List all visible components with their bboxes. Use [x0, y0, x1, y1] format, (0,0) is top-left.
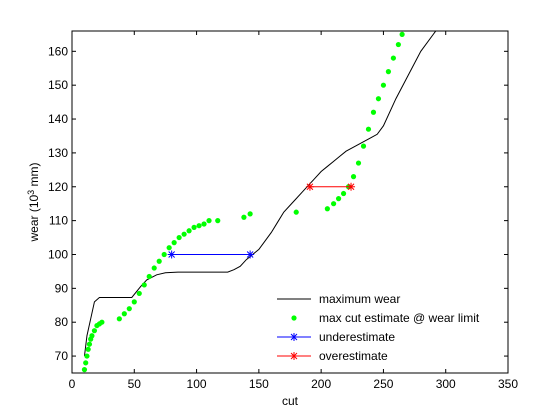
series-max-cut-estimate-point — [355, 160, 362, 166]
y-tick-label: 80 — [55, 315, 69, 329]
series-max-cut-estimate-point — [171, 240, 177, 246]
series-max-cut-estimate-point — [385, 69, 392, 75]
series-max-cut-estimate-point — [176, 234, 182, 241]
series-max-cut-estimate-point — [131, 299, 137, 305]
y-axis-label-main: wear (10 — [27, 195, 41, 243]
series-max-cut-estimate-point — [360, 143, 367, 149]
series-max-cut-estimate-point — [380, 82, 387, 88]
series-max-cut-estimate-point — [340, 190, 347, 197]
x-axis-ticks: 0 50 100 150 200 250 300 350 — [69, 31, 518, 391]
y-axis-ticks: 70 80 90 100 110 120 130 140 150 160 — [48, 44, 508, 363]
legend-entry-maximum-wear: maximum wear — [277, 292, 400, 306]
series-max-cut-estimate-point — [196, 223, 202, 229]
x-tick-label: 250 — [373, 377, 393, 391]
series-max-cut-estimate-point — [186, 228, 192, 234]
x-tick-label: 350 — [498, 377, 518, 391]
legend-entry-estimate: max cut estimate @ wear limit — [291, 311, 480, 325]
series-max-cut-estimate-point — [395, 41, 401, 48]
y-tick-label: 140 — [48, 112, 68, 126]
y-tick-label: 160 — [48, 44, 68, 58]
legend-swatch-overestimate-star — [290, 352, 298, 360]
legend: maximum wear max cut estimate @ wear lim… — [271, 283, 504, 363]
x-tick-label: 100 — [187, 377, 207, 391]
y-tick-label: 130 — [48, 146, 68, 160]
series-max-cut-estimate-point — [136, 290, 142, 297]
y-tick-label: 90 — [55, 281, 69, 295]
legend-box — [271, 283, 504, 359]
x-tick-label: 150 — [249, 377, 269, 391]
series-max-cut-estimate-point — [331, 201, 337, 207]
series-max-cut-estimate-point — [365, 126, 372, 132]
series-max-cut-estimate-point — [126, 306, 132, 312]
y-axis-label: wear (103 mm) — [26, 162, 41, 242]
series-overestimate-marker — [347, 182, 356, 191]
y-tick-label: 70 — [55, 349, 69, 363]
legend-star-overestimate — [290, 352, 298, 360]
legend-label-estimate: max cut estimate @ wear limit — [319, 311, 480, 325]
y-axis-label-superscript: 3 — [26, 190, 36, 195]
series-max-cut-estimate-point — [370, 109, 377, 115]
series-max-cut-estimate-point — [156, 258, 162, 264]
series-max-cut-estimate-point — [375, 96, 382, 102]
series-max-cut-estimate-point — [201, 221, 207, 227]
series-max-cut-estimate-point — [206, 218, 212, 224]
series-max-cut-estimate-point — [181, 231, 187, 237]
y-tick-label: 110 — [49, 214, 68, 228]
series-underestimate-marker — [246, 250, 255, 259]
series-maximum-wear-line — [83, 31, 437, 357]
series-overestimate-marker — [305, 182, 314, 191]
series-max-cut-estimate-point — [121, 311, 127, 317]
y-tick-label: 100 — [48, 247, 68, 261]
series-max-cut-estimate-point — [84, 353, 90, 359]
legend-label-underestimate: underestimate — [319, 330, 395, 344]
series-max-cut-estimate-point — [99, 319, 105, 325]
series-max-cut-estimate-point — [399, 31, 405, 37]
series-max-cut-estimate-point — [293, 209, 299, 215]
y-tick-label: 150 — [48, 78, 68, 92]
plot-series-group — [81, 31, 437, 373]
series-max-cut-estimate-point — [151, 265, 157, 271]
series-max-cut-estimate-point — [81, 367, 88, 373]
x-tick-label: 50 — [128, 377, 142, 391]
legend-swatch-estimate — [291, 315, 297, 321]
series-max-cut-estimate-point — [166, 245, 172, 251]
series-max-cut-estimate-point — [247, 211, 253, 217]
series-max-cut-estimate-point — [116, 316, 122, 322]
series-max-cut-estimate-point — [91, 328, 98, 334]
legend-swatch-underestimate-star — [290, 333, 298, 341]
series-max-cut-estimate-point — [241, 214, 247, 220]
series-max-cut-estimate-point — [215, 218, 221, 224]
plot-frame — [71, 30, 509, 374]
x-axis-label: cut — [282, 394, 299, 408]
series-max-cut-estimate-point — [146, 273, 152, 280]
y-tick-label: 120 — [48, 180, 68, 194]
y-axis-label-tail: mm) — [27, 162, 41, 189]
legend-star-underestimate — [290, 333, 298, 341]
series-max-cut-estimate-point — [335, 196, 342, 202]
series-max-cut-estimate-point — [85, 346, 91, 352]
legend-label-overestimate: overestimate — [319, 349, 388, 363]
series-max-cut-estimate-point — [86, 341, 93, 347]
series-max-cut-estimate-point — [161, 251, 167, 258]
series-max-cut-estimate-point — [141, 282, 147, 288]
x-tick-label: 0 — [69, 377, 76, 391]
series-max-cut-estimate-point — [89, 333, 95, 339]
series-max-cut-estimate-point — [324, 206, 330, 212]
series-max-cut-estimate-point — [83, 360, 89, 366]
legend-entry-overestimate: overestimate — [277, 349, 388, 363]
legend-entry-underestimate: underestimate — [277, 330, 395, 344]
series-max-cut-estimate-point — [191, 224, 197, 230]
series-max-cut-estimate-point — [350, 174, 357, 180]
series-underestimate-marker — [167, 250, 176, 259]
x-tick-label: 300 — [436, 377, 456, 391]
series-max-cut-estimate-point — [390, 55, 396, 61]
x-tick-label: 200 — [311, 377, 331, 391]
legend-label-maximum-wear: maximum wear — [319, 292, 400, 306]
